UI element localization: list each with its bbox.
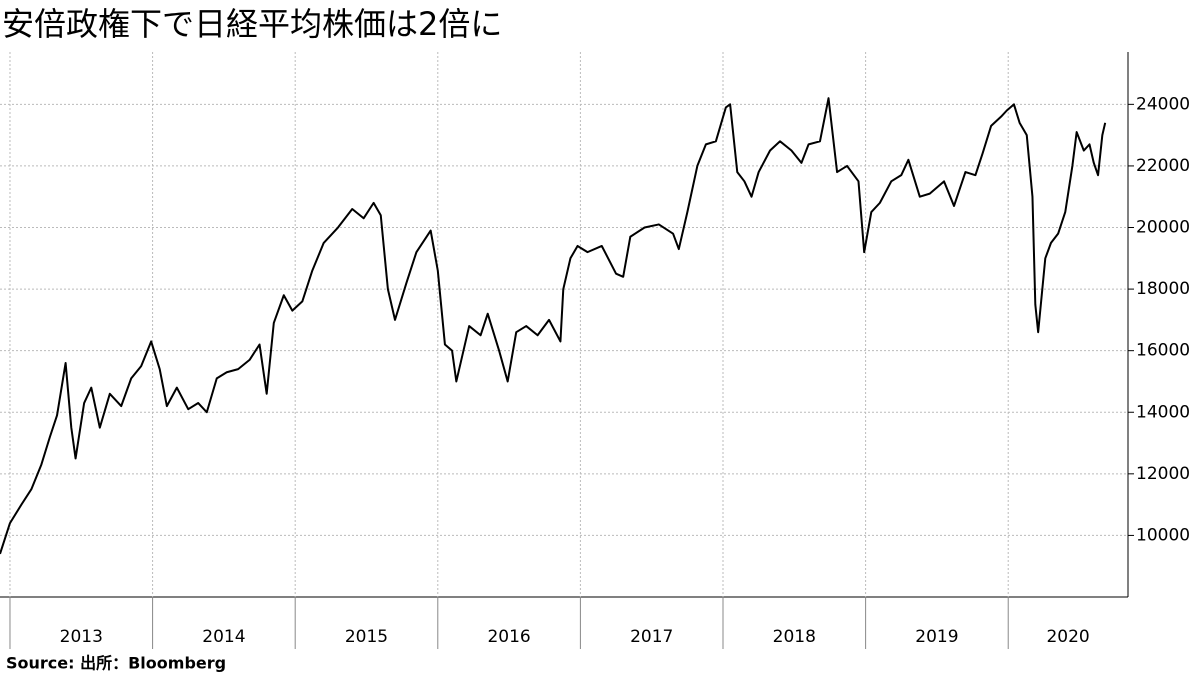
y-tick-label: 16000 [1136,341,1190,361]
x-tick-label: 2013 [60,627,103,647]
chart-title: 安倍政権下で日経平均株価は2倍に [2,5,502,43]
y-tick-label: 14000 [1136,402,1190,422]
x-tick-label: 2020 [1046,627,1089,647]
x-tick-label: 2015 [345,627,388,647]
x-tick-label: 2018 [773,627,816,647]
source-note: Source: 出所：Bloomberg [6,654,226,673]
y-tick-label: 12000 [1136,464,1190,484]
y-tick-label: 18000 [1136,279,1190,299]
y-tick-label: 20000 [1136,218,1190,238]
line-series [0,97,1107,555]
x-tick-label: 2019 [915,627,958,647]
y-tick-label: 24000 [1136,94,1190,114]
y-tick-label: 22000 [1136,156,1190,176]
y-tick-label: 10000 [1136,525,1190,545]
x-tick-label: 2017 [630,627,673,647]
x-tick-label: 2014 [202,627,245,647]
x-tick-label: 2016 [487,627,530,647]
